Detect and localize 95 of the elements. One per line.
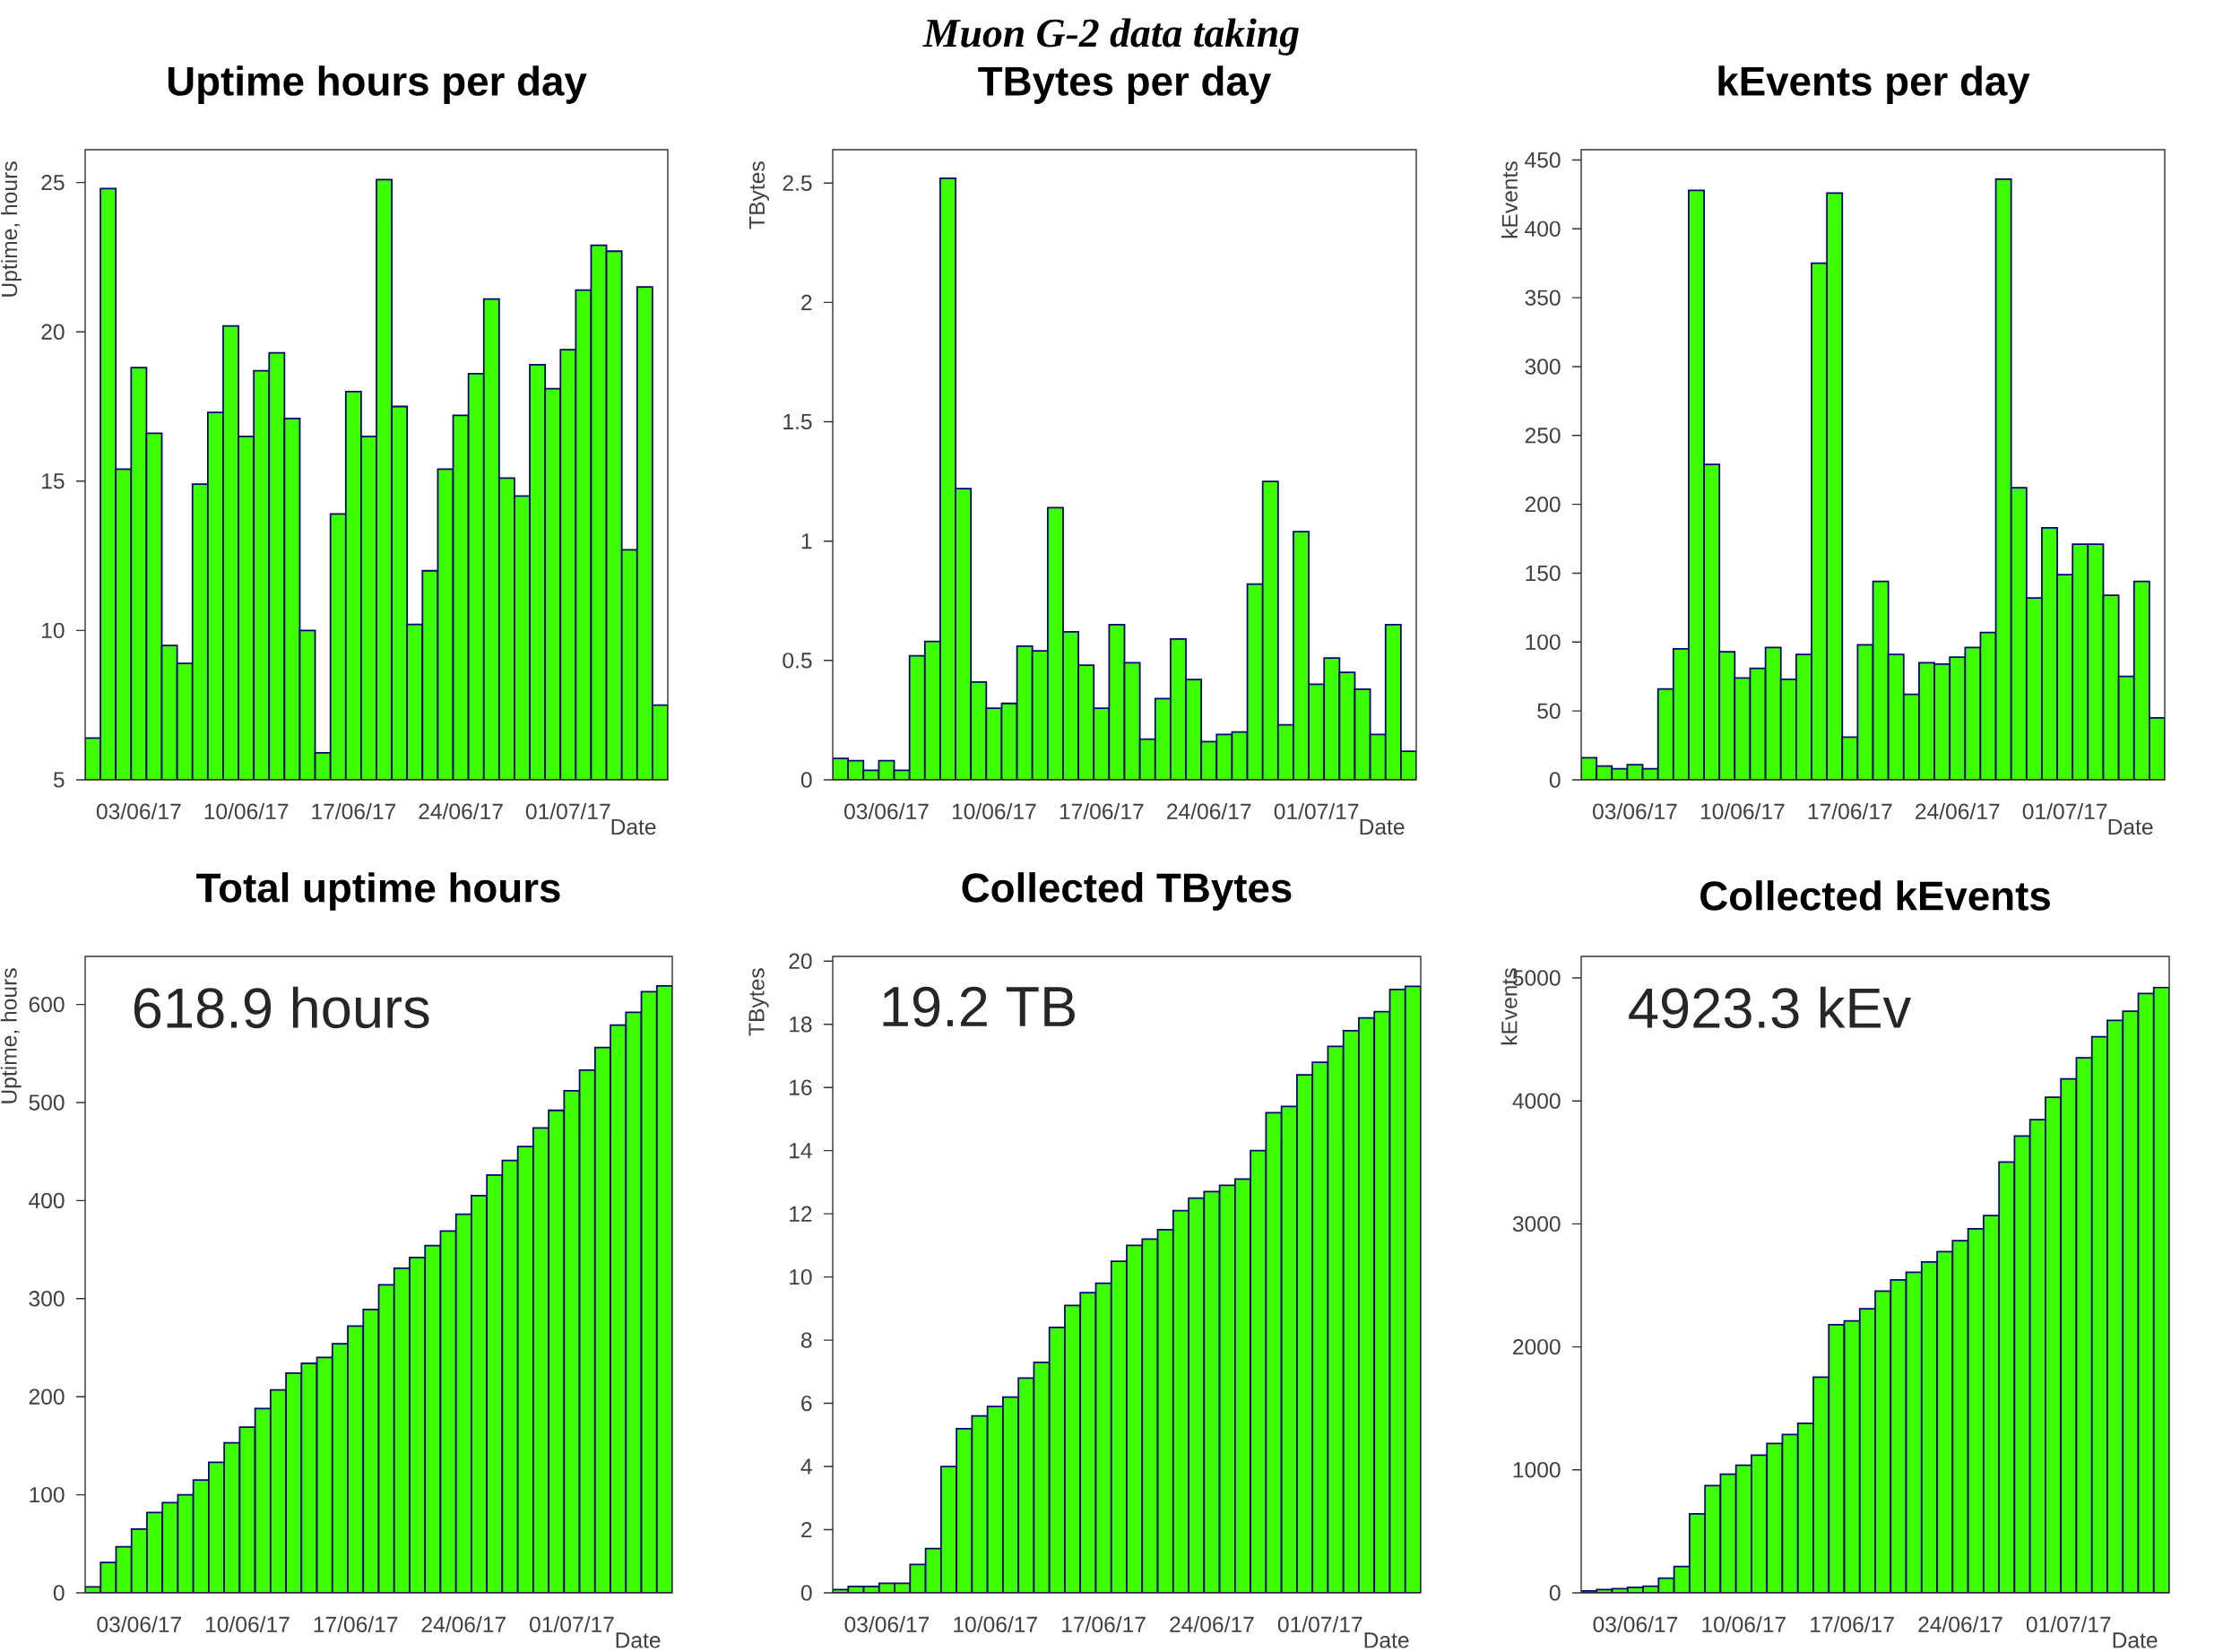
y-tick-label: 8 [800,1332,812,1348]
y-tick-label: 200 [1525,496,1561,513]
y-tick-label: 0 [1549,1585,1561,1601]
y-tick-label: 0 [1549,772,1561,788]
x-tick-label: 24/06/17 [1167,802,1251,819]
y-tick-label: 1.5 [783,413,812,430]
x-tick-label: 24/06/17 [1170,1615,1254,1632]
y-tick-label: 20 [789,953,812,969]
y-tick-label: 2 [801,294,812,310]
x-tick-label: 01/07/17 [530,1615,614,1632]
y-tick-label: 2.5 [783,175,812,191]
x-tick-label: 17/06/17 [1062,1615,1146,1632]
y-tick-label: 20 [41,324,65,340]
y-tick-label: 200 [29,1388,65,1405]
x-tick-label: 01/07/17 [2022,802,2107,819]
y-tick-label: 3000 [1512,1215,1561,1233]
x-tick-label: 10/06/17 [954,1615,1037,1632]
x-axis-title: Date [2108,819,2153,835]
y-tick-label: 5 [53,772,65,788]
chart-title: Collected kEvents [1700,880,2050,911]
y-tick-label: 400 [1525,221,1561,238]
x-tick-label: 10/06/17 [1700,802,1785,819]
y-tick-label: 250 [1525,428,1561,444]
y-tick-label: 300 [1525,359,1561,375]
y-tick-label: 10 [42,622,65,639]
y-tick-label: 2 [801,1521,812,1538]
x-tick-label: 03/06/17 [1593,802,1677,819]
x-axis-title: Date [1360,819,1405,835]
x-axis-title: Date [616,1632,661,1648]
y-tick-label: 450 [1525,151,1561,169]
y-tick-label: 150 [1526,565,1561,582]
y-tick-label: 100 [30,1486,65,1503]
y-tick-label: 6 [801,1395,812,1412]
x-tick-label: 24/06/17 [421,1615,506,1632]
x-tick-label: 17/06/17 [312,802,395,819]
y-axis-title: kEvents [1501,161,1518,238]
y-axis-title: Uptime, hours [1,161,22,297]
x-tick-label: 03/06/17 [844,1615,930,1632]
chart-title: Collected TBytes [962,872,1292,911]
y-tick-label: 4000 [1512,1093,1561,1109]
y-tick-label: 100 [1526,634,1561,650]
y-tick-label: 25 [41,174,65,191]
y-tick-label: 14 [790,1143,812,1159]
y-tick-label: 50 [1537,703,1561,719]
y-tick-label: 350 [1525,290,1561,306]
x-tick-label: 17/06/17 [1060,802,1144,819]
x-tick-label: 01/07/17 [1274,802,1359,819]
chart-title: Uptime hours per day [168,65,587,104]
y-tick-label: 4 [800,1458,812,1475]
y-tick-label: 18 [790,1016,812,1033]
y-tick-label: 0.5 [783,653,812,669]
y-tick-label: 600 [29,996,65,1013]
annotation: 618.9 hours [134,986,429,1029]
x-tick-label: 01/07/17 [525,802,610,819]
x-tick-label: 03/06/17 [844,802,929,819]
y-tick-label: 300 [29,1291,65,1307]
y-tick-label: 0 [53,1585,65,1601]
annotation: 19.2 TB [883,986,1075,1027]
annotation: 4923.3 kEv [1629,986,1912,1029]
y-tick-label: 0 [800,772,812,788]
x-tick-label: 10/06/17 [205,1615,290,1632]
x-tick-label: 10/06/17 [952,802,1036,819]
x-axis-title: Date [1364,1632,1409,1648]
y-tick-label: 15 [42,473,65,489]
y-axis-title: TBytes [748,968,769,1036]
y-tick-label: 400 [29,1192,65,1209]
y-tick-label: 0 [800,1585,812,1601]
x-tick-label: 10/06/17 [1702,1615,1786,1632]
x-tick-label: 03/06/17 [1593,1615,1678,1632]
y-tick-label: 1 [801,533,812,549]
y-tick-label: 500 [29,1094,65,1111]
x-axis-title: Date [2113,1632,2158,1648]
x-tick-label: 24/06/17 [419,802,503,819]
x-tick-label: 17/06/17 [1811,1615,1894,1632]
x-tick-label: 03/06/17 [96,802,181,819]
x-tick-label: 03/06/17 [97,1615,181,1632]
x-tick-label: 24/06/17 [1916,802,2000,819]
y-tick-label: 10 [790,1268,812,1285]
x-tick-label: 24/06/17 [1918,1615,2002,1632]
y-tick-label: 1000 [1513,1462,1561,1478]
y-tick-label: 16 [790,1079,812,1095]
y-axis-title: Uptime, hours [0,968,22,1103]
y-axis-title: TBytes [748,161,770,229]
chart-title: TBytes per day [978,65,1272,104]
x-tick-label: 17/06/17 [1808,802,1892,819]
x-tick-label: 10/06/17 [204,802,289,819]
text: Muon G-2 data taking [922,18,1299,56]
chart-title: Total uptime hours [196,872,560,911]
x-tick-label: 01/07/17 [2026,1615,2111,1632]
x-tick-label: 17/06/17 [314,1615,398,1632]
x-tick-label: 01/07/17 [1277,1615,1362,1632]
chart-title: kEvents per day [1718,65,2030,104]
y-tick-label: 2000 [1513,1338,1561,1355]
y-tick-label: 12 [790,1206,812,1222]
x-axis-title: Date [611,819,656,835]
